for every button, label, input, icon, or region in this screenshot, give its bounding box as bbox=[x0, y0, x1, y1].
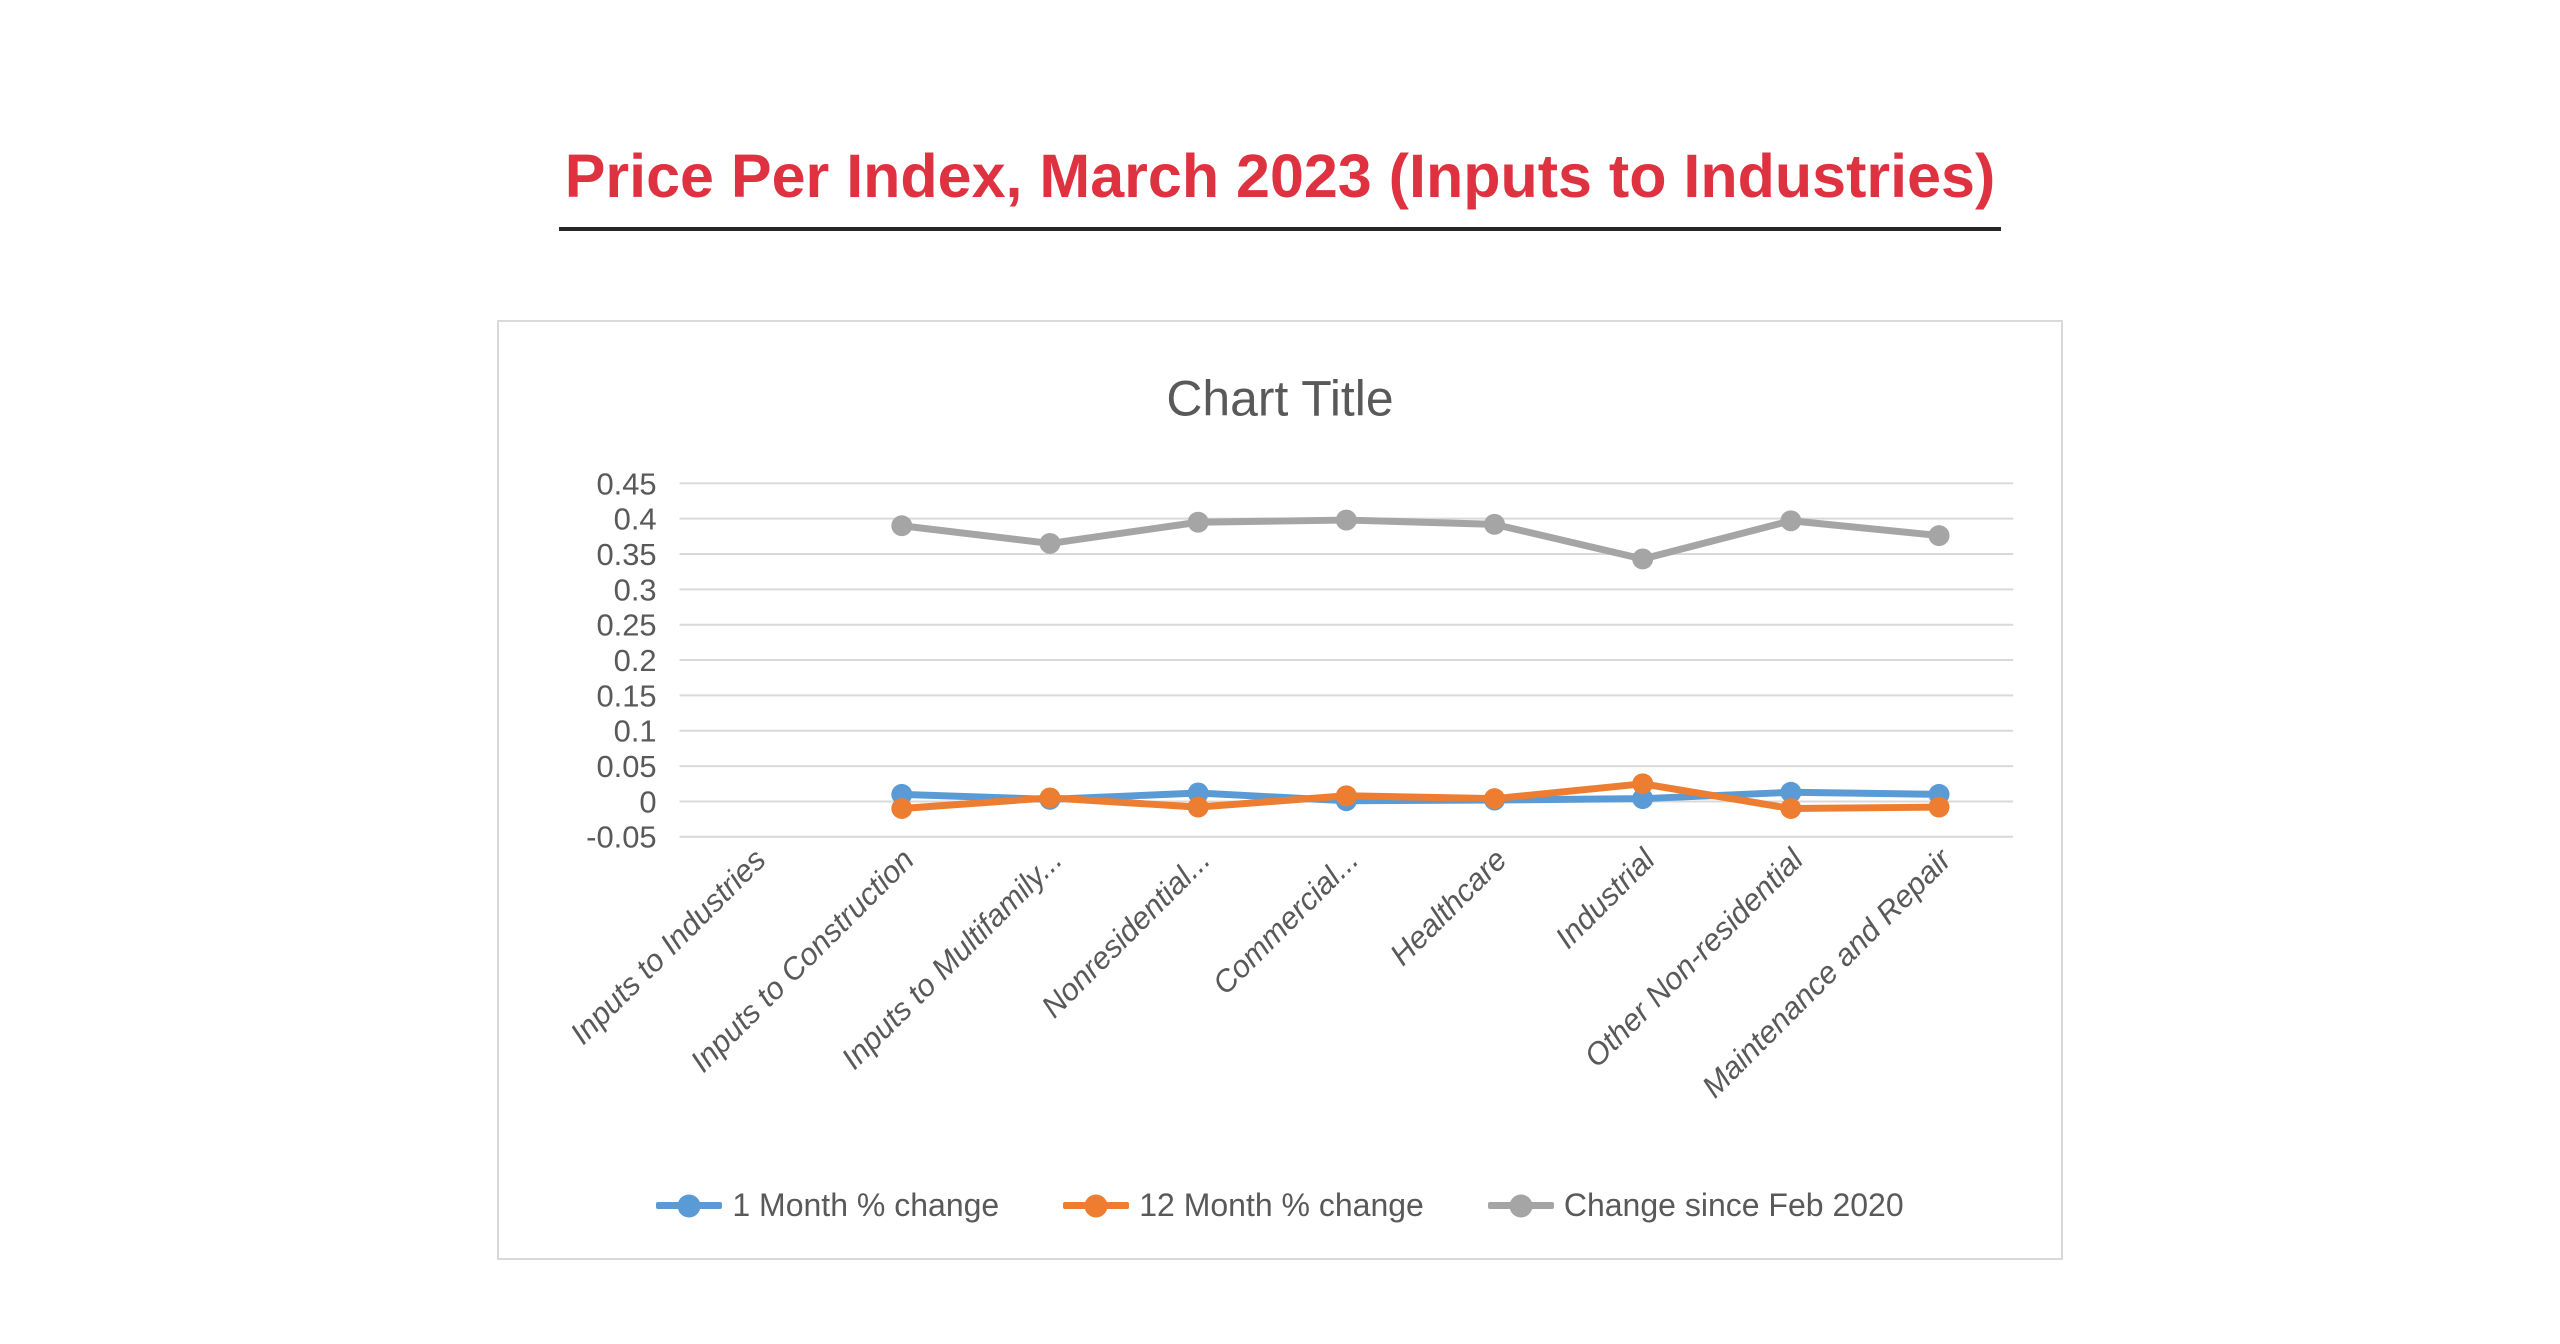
series-line bbox=[901, 516, 1940, 563]
legend-marker-icon bbox=[1487, 1194, 1554, 1217]
y-axis-tick-label: 0.25 bbox=[596, 608, 656, 643]
data-point bbox=[1928, 525, 1950, 547]
y-axis-tick-label: 0.2 bbox=[614, 643, 657, 678]
legend-label: 1 Month % change bbox=[732, 1187, 1000, 1223]
data-point bbox=[1632, 773, 1654, 795]
series-line bbox=[901, 780, 1940, 813]
data-point bbox=[1039, 787, 1061, 809]
legend-dot-icon bbox=[1509, 1194, 1533, 1217]
legend-label: 12 Month % change bbox=[1139, 1187, 1424, 1223]
data-point bbox=[891, 515, 913, 537]
legend-item: 12 Month % change bbox=[1063, 1187, 1424, 1224]
data-point bbox=[1780, 798, 1802, 819]
y-axis-tick-label: 0.15 bbox=[596, 678, 656, 713]
x-axis-label: Commercial... bbox=[1206, 842, 1366, 1001]
legend-marker-icon bbox=[656, 1194, 723, 1217]
chart-legend: 1 Month % change 12 Month % change Change … bbox=[499, 1187, 2061, 1224]
chart-card: Chart Title 0.45 0.4 0.35 0.3 0.25 0.2 0.15 0.1… bbox=[497, 320, 2063, 1260]
y-axis-tick-label: 0.45 bbox=[596, 466, 656, 501]
y-axis-tick-label: 0.05 bbox=[596, 749, 656, 784]
legend-dot-icon bbox=[677, 1194, 701, 1217]
y-axis-tick-label: 0.35 bbox=[596, 537, 656, 572]
legend-dot-icon bbox=[1084, 1194, 1108, 1217]
data-point bbox=[1187, 796, 1209, 818]
gridlines bbox=[679, 482, 2014, 838]
chart-title: Chart Title bbox=[1166, 371, 1393, 427]
legend-marker-icon bbox=[1063, 1194, 1130, 1217]
x-axis-label: Healthcare bbox=[1383, 842, 1513, 972]
data-point bbox=[1780, 510, 1802, 532]
data-point bbox=[1780, 781, 1802, 803]
legend-item: Change since Feb 2020 bbox=[1487, 1187, 1904, 1224]
line-chart: Chart Title 0.450.40.350.30.250.20.150.1… bbox=[563, 371, 2014, 1105]
y-axis-tick-label: 0 bbox=[639, 784, 656, 819]
data-point bbox=[1187, 511, 1209, 533]
data-point bbox=[1335, 509, 1357, 531]
data-point bbox=[891, 798, 913, 819]
y-axis-tick-labels: 0.450.40.350.30.250.20.150.10.050-0.05 bbox=[586, 466, 656, 854]
heading-container: Price Per Index, March 2023 (Inputs to I… bbox=[0, 140, 2560, 232]
y-axis-tick-label: -0.05 bbox=[586, 820, 656, 855]
data-point bbox=[1632, 548, 1654, 570]
data-point bbox=[1484, 788, 1505, 810]
data-point bbox=[1928, 796, 1950, 818]
y-axis-tick-label: 0.1 bbox=[614, 714, 657, 749]
page-title: Price Per Index, March 2023 (Inputs to I… bbox=[558, 140, 2002, 232]
y-axis-tick-label: 0.4 bbox=[614, 502, 657, 537]
y-axis-tick-label: 0.3 bbox=[614, 572, 657, 607]
legend-label: Change since Feb 2020 bbox=[1563, 1187, 1904, 1223]
series-layer bbox=[891, 509, 1950, 819]
data-point bbox=[1632, 788, 1654, 810]
data-point bbox=[1039, 532, 1061, 554]
x-axis-label: Maintenance and Repair bbox=[1695, 841, 1959, 1105]
legend-item: 1 Month % change bbox=[656, 1187, 999, 1224]
data-point bbox=[1484, 513, 1505, 535]
data-point bbox=[1335, 785, 1357, 807]
x-axis-label: Industrial bbox=[1548, 841, 1662, 955]
